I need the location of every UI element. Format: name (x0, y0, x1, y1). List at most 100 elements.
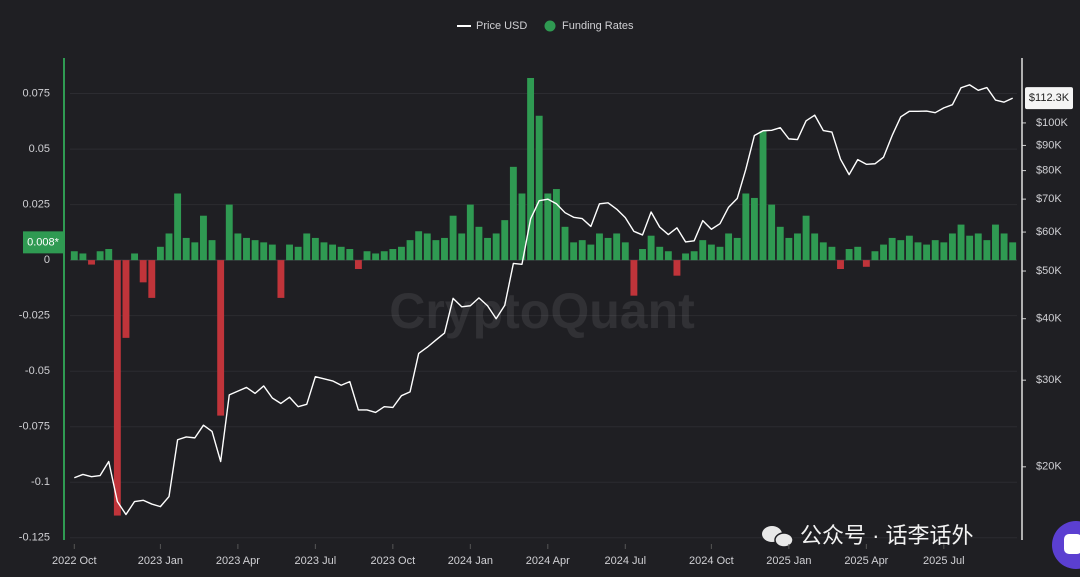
x-tick-label: 2022 Oct (52, 555, 97, 567)
funding-bar (914, 242, 922, 261)
funding-bar (905, 235, 913, 261)
funding-bar (346, 249, 354, 261)
funding-bar (776, 226, 784, 261)
chat-button[interactable] (1052, 521, 1080, 569)
funding-bar (535, 115, 543, 261)
funding-bar (432, 240, 440, 261)
x-tick-label: 2023 Jul (295, 555, 337, 567)
funding-bar (639, 249, 646, 261)
funding-bar (948, 233, 956, 261)
funding-bar (423, 233, 431, 261)
wechat-icon (774, 532, 794, 548)
x-tick-label: 2025 Apr (844, 555, 888, 567)
last-price-label: $112.3K (1029, 92, 1070, 104)
y2-tick-label: $80K (1036, 165, 1062, 177)
funding-bar (475, 226, 483, 261)
funding-bar (716, 246, 724, 261)
funding-bar (621, 242, 629, 261)
overlay-text: 公众号 · 话李话外 (800, 523, 974, 548)
funding-bar (983, 240, 991, 261)
funding-bar (243, 237, 250, 261)
funding-bar (354, 260, 362, 270)
funding-bar (862, 260, 870, 267)
y2-tick-label: $30K (1036, 374, 1062, 386)
funding-bar (191, 242, 199, 261)
funding-bar (415, 231, 423, 261)
funding-bar (699, 240, 707, 261)
price-line (74, 84, 1013, 516)
funding-bar (819, 242, 827, 261)
funding-bar (888, 237, 896, 261)
funding-bar (682, 253, 689, 261)
funding-bar (544, 193, 552, 261)
funding-bar (311, 237, 319, 261)
x-tick-label: 2024 Apr (526, 555, 570, 567)
funding-bar (759, 131, 767, 261)
x-tick-label: 2024 Jul (604, 555, 646, 567)
funding-bar (596, 233, 603, 261)
last-price-box (1025, 87, 1073, 110)
x-tick-label: 2023 Jan (138, 555, 183, 567)
funding-bar (268, 244, 276, 261)
funding-bar (174, 193, 182, 261)
funding-bar (1000, 233, 1008, 261)
funding-bar (518, 193, 526, 261)
funding-bar (449, 215, 457, 261)
funding-bar (122, 260, 130, 338)
funding-bar (578, 240, 586, 261)
funding-bar (96, 251, 104, 261)
funding-bar (260, 242, 268, 261)
funding-bar (131, 253, 139, 261)
plot-layer (70, 77, 1017, 539)
funding-bar (940, 242, 948, 261)
funding-bar (217, 260, 225, 416)
x-tick-label: 2024 Jan (448, 555, 493, 567)
funding-bar (208, 240, 216, 261)
funding-bar (509, 166, 517, 261)
legend-label: Price USD (476, 20, 527, 32)
funding-bar (931, 240, 939, 261)
y-tick-label: -0.1 (31, 476, 50, 488)
funding-bar (139, 260, 147, 283)
funding-bar (303, 233, 311, 261)
funding-bar (604, 237, 612, 261)
legend-label: Funding Rates (562, 20, 634, 32)
funding-bar (234, 233, 242, 261)
funding-bar (845, 249, 853, 261)
funding-bar (527, 77, 535, 261)
funding-bar (707, 244, 715, 261)
y2-tick-label: $20K (1036, 461, 1062, 473)
y2-tick-label: $70K (1036, 193, 1062, 205)
funding-bar (389, 249, 397, 261)
funding-bar (957, 224, 965, 261)
funding-bar (897, 240, 905, 261)
funding-bar (406, 240, 414, 261)
funding-bar (501, 220, 509, 261)
funding-bar (148, 260, 156, 298)
y2-tick-label: $100K (1036, 117, 1068, 129)
y-tick-label: -0.075 (19, 421, 50, 433)
y-tick-label: -0.025 (19, 310, 50, 322)
wechat-overlay: 公众号 · 话李话外 (762, 523, 974, 548)
funding-bar (398, 246, 405, 261)
funding-bar (466, 204, 474, 261)
funding-bar (337, 246, 345, 261)
funding-bar (105, 249, 113, 261)
y2-tick-label: $60K (1036, 226, 1062, 238)
last-funding-box (23, 231, 63, 254)
funding-bar (768, 204, 776, 261)
funding-bar (854, 246, 862, 261)
funding-bar (570, 242, 578, 261)
funding-bar (552, 189, 560, 261)
funding-bar (320, 242, 328, 261)
funding-bar (690, 251, 698, 261)
funding-bar (458, 233, 466, 261)
funding-bar (165, 233, 173, 261)
chat-button-icon[interactable] (1064, 534, 1080, 554)
funding-bar (725, 233, 733, 261)
funding-bar (923, 244, 931, 261)
funding-bar (199, 215, 207, 261)
